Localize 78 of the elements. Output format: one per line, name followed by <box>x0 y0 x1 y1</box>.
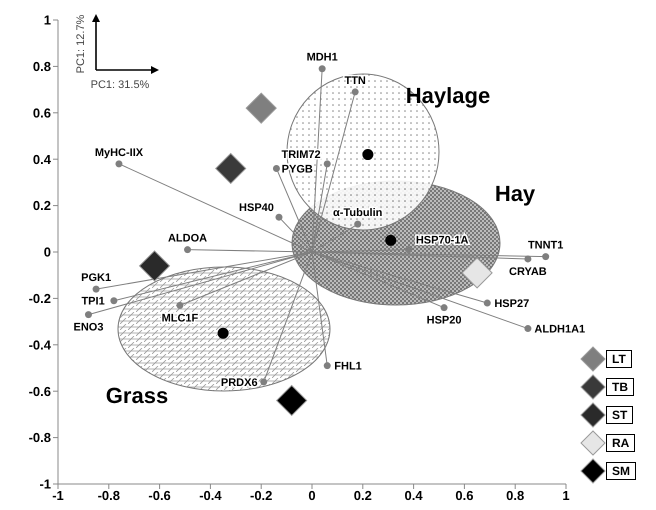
point <box>352 88 359 96</box>
point <box>215 152 246 184</box>
point <box>246 92 277 124</box>
annotation: TPI1 <box>81 296 105 308</box>
annotation: MyHC-IIX <box>94 146 144 159</box>
y-tick-label: -0.6 <box>28 384 51 399</box>
point <box>405 246 412 254</box>
point <box>524 255 532 262</box>
annotation: TNNT1 <box>528 240 564 252</box>
point <box>362 149 374 160</box>
y-tick-label: 0.4 <box>32 152 52 167</box>
x-tick-label: -0.6 <box>148 488 171 504</box>
legend-label: TB <box>606 378 634 396</box>
point <box>462 257 493 288</box>
y-tick-label: 0.8 <box>32 59 51 74</box>
annotation: PC1: 31.5% <box>90 79 150 91</box>
point <box>354 220 362 228</box>
annotation: ALDH1A1 <box>534 324 586 336</box>
annotation: TTN <box>344 74 366 87</box>
point <box>115 160 122 168</box>
annotation: PGK1 <box>81 272 112 284</box>
annotation: PRDX6 <box>220 376 258 389</box>
point <box>260 378 268 386</box>
point <box>385 234 396 246</box>
annotation: ALDOA <box>168 232 208 245</box>
point <box>184 246 192 254</box>
annotation: MDH1 <box>306 52 338 64</box>
point <box>275 214 282 221</box>
annotation: Haylage <box>406 83 490 108</box>
point <box>542 253 550 260</box>
x-tick-label: 0.2 <box>354 488 372 504</box>
legend-label: LT <box>606 350 632 368</box>
point <box>524 325 532 332</box>
point <box>440 304 448 312</box>
x-tick-label: -0.2 <box>250 488 272 504</box>
annotation: α-Tubulin <box>333 207 383 220</box>
point <box>218 328 229 339</box>
y-tick-label: 0.2 <box>32 198 51 214</box>
point <box>110 297 118 304</box>
legend-label: ST <box>606 406 634 424</box>
point <box>272 164 280 172</box>
y-tick-label: -0.2 <box>28 291 51 306</box>
point <box>139 250 170 282</box>
annotation: HSP40 <box>239 202 274 214</box>
y-tick-label: 0.6 <box>32 105 51 120</box>
annotation: ENO3 <box>73 322 104 334</box>
annotation: PC1: 12.7% <box>75 14 87 74</box>
y-tick-label: -0.8 <box>28 430 51 446</box>
y-tick-label: -1 <box>39 476 51 492</box>
annotation: PYGB <box>282 163 313 176</box>
point <box>324 160 331 168</box>
point <box>176 302 184 309</box>
annotation: TRIM72 <box>281 148 321 161</box>
point <box>318 65 326 72</box>
annotation: MLC1F <box>162 312 199 324</box>
legend-label: RA <box>606 434 636 452</box>
annotation: FHL1 <box>334 360 362 373</box>
x-tick-label: 0.4 <box>404 488 424 504</box>
annotation: CRYAB <box>509 266 547 278</box>
annotation: Hay <box>494 181 536 206</box>
x-tick-label: -0.8 <box>98 488 120 504</box>
x-tick-label: 0.6 <box>455 488 474 504</box>
y-tick-label: -0.4 <box>28 337 52 352</box>
annotation: HSP27 <box>494 298 530 310</box>
point <box>92 286 100 293</box>
y-tick-label: 0 <box>44 244 51 260</box>
x-tick-label: 0 <box>308 488 316 504</box>
annotation: Grass <box>106 383 168 408</box>
legend-label: SM <box>606 462 636 480</box>
x-tick-label: 0.8 <box>506 488 524 504</box>
point <box>84 311 92 318</box>
annotation: HSP20 <box>426 314 462 327</box>
x-tick-label: -0.4 <box>199 488 222 504</box>
y-tick-label: 1 <box>44 12 51 28</box>
point <box>324 362 331 370</box>
point <box>276 384 308 416</box>
x-tick-label: 1 <box>562 488 570 504</box>
point <box>484 300 491 307</box>
